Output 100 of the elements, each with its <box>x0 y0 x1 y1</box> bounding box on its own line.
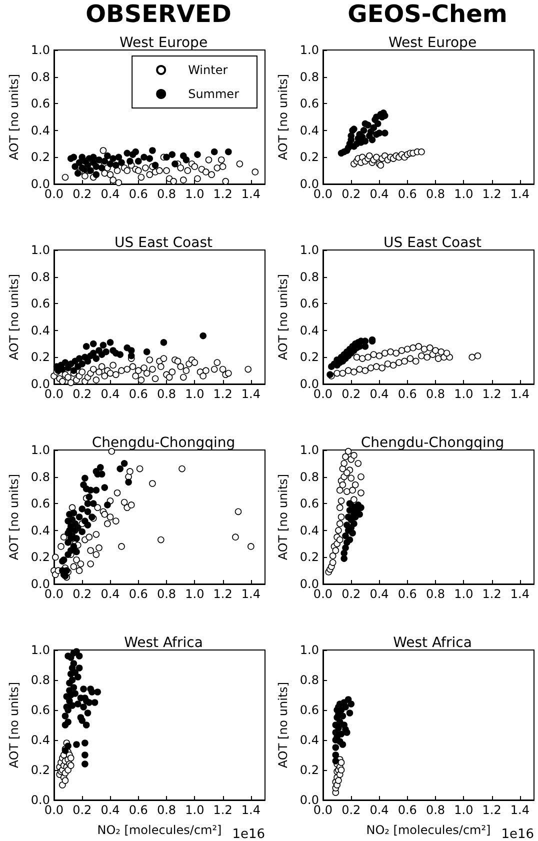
x-axis-title: NO₂ [molecules/cm²] <box>97 823 222 837</box>
chart-title: West Africa <box>393 635 472 651</box>
chart-title: US East Coast <box>384 235 482 251</box>
y-tick-label: 0.8 <box>300 673 319 687</box>
x-tick-label: 1.4 <box>241 387 260 401</box>
x-axis-title: NO₂ [molecules/cm²] <box>366 823 491 837</box>
y-axis-title: AOT [no units] <box>7 74 21 160</box>
text: 1e16 <box>232 827 265 841</box>
y-tick-label: 0.2 <box>30 763 50 777</box>
x-tick-label: 0.4 <box>100 387 120 401</box>
x-tick-label: 1.4 <box>241 587 260 601</box>
y-tick-label: 0.2 <box>300 550 319 564</box>
y-tick-label: 0.2 <box>300 150 319 164</box>
x-tick-label: 0.8 <box>156 387 176 401</box>
y-tick-label: 0.2 <box>300 763 319 777</box>
x-tick-label: 0.4 <box>370 187 389 201</box>
x-tick-label: 0.2 <box>342 187 361 201</box>
legend-label: Winter <box>188 63 228 77</box>
y-tick-label: 1.0 <box>30 643 50 657</box>
y-tick-label: 1.0 <box>30 243 50 257</box>
y-tick-label: 0.8 <box>30 673 50 687</box>
x-tick-label: 0.0 <box>313 387 333 401</box>
y-tick-label: 0.6 <box>30 296 50 311</box>
x-tick-label: 0.2 <box>72 587 92 601</box>
x-tick-label: 0.4 <box>100 587 120 601</box>
x-tick-label: 0.0 <box>44 803 64 817</box>
y-tick-label: 0.4 <box>30 733 50 747</box>
y-tick-label: 0.8 <box>300 470 319 484</box>
y-tick-label: 0.2 <box>30 150 50 164</box>
y-axis-title: AOT [no units] <box>7 274 21 360</box>
y-tick-label: 0.6 <box>300 496 319 511</box>
y-tick-label: 0.4 <box>30 523 50 538</box>
x-tick-label: 1.2 <box>482 387 502 401</box>
y-tick-label: 1.0 <box>30 43 50 57</box>
x-tick-label: 0.8 <box>426 587 446 601</box>
x-tick-label: 1.2 <box>213 387 232 401</box>
y-axis-title: AOT [no units] <box>276 474 290 560</box>
x-tick-label: 0.8 <box>156 187 176 201</box>
x-tick-label: 0.6 <box>128 803 148 817</box>
x-tick-label: 0.0 <box>44 587 64 601</box>
x-tick-label: 1.0 <box>454 387 474 401</box>
y-tick-label: 1.0 <box>30 443 50 457</box>
x-tick-label: 0.8 <box>156 803 176 817</box>
y-tick-label: 1.0 <box>300 443 319 457</box>
y-tick-label: 0.2 <box>300 350 319 364</box>
y-tick-label: 0.4 <box>300 323 319 338</box>
chart-title: West Africa <box>124 635 203 651</box>
x-tick-label: 0.0 <box>313 587 333 601</box>
x-tick-label: 1.0 <box>185 187 204 201</box>
x-tick-label: 1.0 <box>454 803 474 817</box>
x-tick-label: 0.0 <box>44 187 64 201</box>
x-tick-label: 0.2 <box>72 387 92 401</box>
chart-title: US East Coast <box>114 235 213 251</box>
x-tick-label: 0.2 <box>72 803 92 817</box>
x-tick-label: 0.6 <box>398 587 417 601</box>
x-tick-label: 1.0 <box>185 803 204 817</box>
x-tick-label: 0.2 <box>342 587 361 601</box>
x-tick-label: 0.4 <box>370 803 389 817</box>
y-tick-label: 0.6 <box>30 496 50 511</box>
y-tick-label: 0.6 <box>30 703 50 717</box>
x-tick-label: 0.0 <box>313 187 333 201</box>
y-tick-label: 0.6 <box>300 703 319 717</box>
text: OBSERVED <box>86 0 232 28</box>
text: GEOS-Chem <box>348 0 508 28</box>
x-tick-label: 0.2 <box>342 803 361 817</box>
x-tick-label: 0.6 <box>398 803 417 817</box>
x-tick-label: 1.4 <box>241 187 260 201</box>
y-tick-label: 0.6 <box>300 296 319 311</box>
y-axis-title: AOT [no units] <box>276 274 290 360</box>
y-tick-label: 0.4 <box>30 123 50 138</box>
y-tick-label: 0.8 <box>300 270 319 284</box>
x-tick-label: 0.8 <box>426 803 446 817</box>
x-tick-label: 1.4 <box>510 187 530 201</box>
x-tick-label: 0.6 <box>128 187 148 201</box>
x-tick-label: 0.8 <box>426 187 446 201</box>
y-tick-label: 0.8 <box>300 70 319 84</box>
x-tick-label: 1.2 <box>213 587 232 601</box>
x-tick-label: 1.0 <box>454 187 474 201</box>
x-tick-label: 0.4 <box>370 387 389 401</box>
x-tick-label: 1.0 <box>185 587 204 601</box>
x-tick-label: 0.2 <box>342 387 361 401</box>
x-tick-label: 1.4 <box>510 587 530 601</box>
x-tick-label: 1.0 <box>185 387 204 401</box>
x-tick-label: 0.2 <box>72 187 92 201</box>
y-axis-title: AOT [no units] <box>276 74 290 160</box>
x-tick-label: 0.0 <box>313 803 333 817</box>
legend-label: Summer <box>188 87 240 101</box>
x-tick-label: 1.2 <box>482 187 502 201</box>
x-tick-label: 1.2 <box>482 803 502 817</box>
y-axis-title: AOT [no units] <box>7 474 21 560</box>
y-tick-label: 0.4 <box>300 123 319 138</box>
chart-title: Chengdu-Chongqing <box>92 435 236 451</box>
y-axis-title: AOT [no units] <box>276 682 290 768</box>
y-tick-label: 0.4 <box>30 323 50 338</box>
x-tick-label: 0.4 <box>370 587 389 601</box>
y-axis-title: AOT [no units] <box>7 682 21 768</box>
y-tick-label: 0.6 <box>300 96 319 111</box>
y-tick-label: 0.2 <box>30 550 50 564</box>
y-tick-label: 0.4 <box>300 733 319 747</box>
x-tick-label: 1.2 <box>213 803 232 817</box>
